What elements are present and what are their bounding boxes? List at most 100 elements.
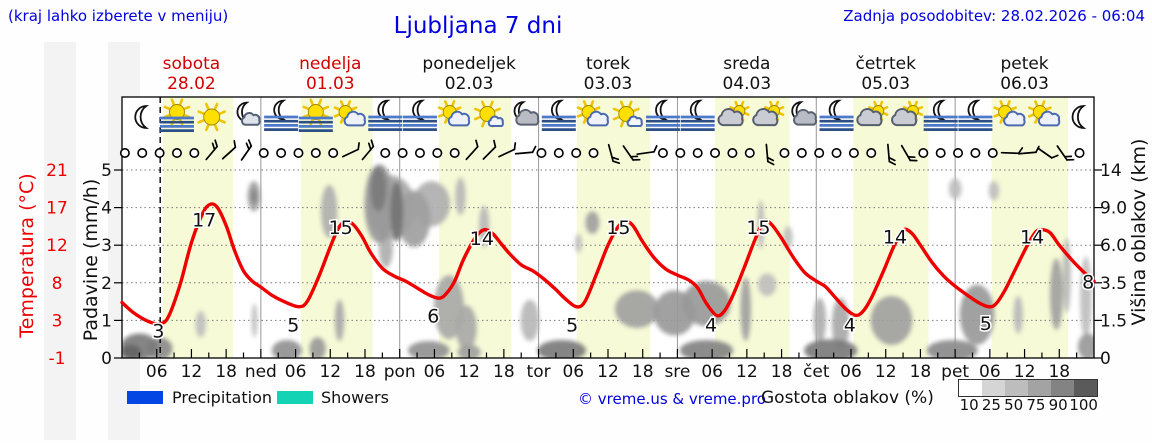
day-name: petek: [1000, 54, 1049, 74]
weather-icon-moon-graycloud: [791, 101, 818, 126]
wind-calm-icon: [328, 148, 339, 158]
svg-text:06: 06: [701, 362, 723, 382]
legend-row: Precipitation Showers: [0, 388, 1152, 410]
wind-barb-icon: [240, 139, 253, 161]
day-date: 28.02: [167, 74, 216, 94]
cloud-density-blobs: [122, 164, 1094, 358]
day-header-torek: torek 03.03: [523, 54, 693, 94]
density-tick-label: 25: [981, 396, 1001, 414]
wind-calm-icon: [796, 148, 807, 158]
wind-calm-icon: [276, 148, 287, 158]
svg-text:tor: tor: [527, 362, 551, 382]
x-axis-tick-labels: 06 12 18 ned 06 12 18 pon 06 12 18 tor 06 12 18 sre 06 12…: [146, 362, 1070, 382]
svg-text:12: 12: [458, 362, 480, 382]
day-name: ponedeljek: [422, 54, 516, 74]
density-tick-label: 90: [1048, 396, 1068, 414]
svg-text:8: 8: [52, 274, 63, 294]
density-tick-label: 75: [1026, 396, 1046, 414]
weather-icon-sun: [197, 102, 226, 132]
weather-icon-fog-sun: [298, 98, 333, 132]
precipitation-tick-labels: 5 4 3 2 1 0: [101, 161, 112, 369]
wind-barb-icon: [765, 143, 775, 166]
weather-icon-moon: [134, 105, 150, 129]
day-header-ponedeljek: ponedeljek 02.03: [384, 54, 554, 94]
wind-barb-icon: [482, 139, 497, 160]
density-scale-segment: [1074, 380, 1097, 396]
svg-text:06: 06: [979, 362, 1001, 382]
weather-icon-sun-smallcloud: [612, 100, 643, 128]
svg-text:06: 06: [562, 362, 584, 382]
day-date: 02.03: [444, 74, 494, 94]
density-scale-segment: [982, 380, 1005, 396]
density-tick-label: 50: [1004, 396, 1024, 414]
svg-text:pon: pon: [384, 362, 416, 382]
day-date: 01.03: [305, 74, 355, 94]
day-name: sobota: [162, 54, 221, 74]
wind-barb-icon: [205, 139, 218, 161]
weather-icon-cloud-sun: [856, 100, 889, 127]
weather-icon-cloud-sun: [752, 100, 785, 127]
weather-icon-moon-graycloud: [513, 101, 540, 126]
wind-calm-icon: [258, 148, 269, 158]
svg-text:0: 0: [101, 349, 112, 369]
density-scale-segment: [959, 380, 982, 396]
cloud-density-ticks: 10 25 50 75 90 100: [958, 396, 1098, 414]
wind-calm-icon: [414, 148, 425, 158]
wind-calm-icon: [449, 148, 460, 158]
weather-icon-moon: [1071, 105, 1087, 129]
wind-calm-icon: [692, 148, 703, 158]
cloud-height-tick-labels: 14 9.0 6.0 3.5 1.5 0: [1100, 161, 1127, 369]
svg-text:4: 4: [705, 315, 717, 337]
axis-ticks: [114, 169, 1102, 359]
wind-calm-icon: [918, 148, 929, 158]
svg-text:17: 17: [192, 209, 216, 231]
wind-calm-icon: [710, 148, 721, 158]
svg-text:06: 06: [840, 362, 862, 382]
wind-calm-icon: [293, 148, 304, 158]
wind-calm-icon: [675, 148, 686, 158]
density-scale-segment: [1051, 380, 1074, 396]
svg-text:12: 12: [875, 362, 897, 382]
weather-icon-moon-fog: [402, 99, 437, 131]
wind-barb-icon: [900, 144, 918, 162]
svg-text:3: 3: [152, 320, 164, 342]
svg-text:ned: ned: [245, 362, 277, 382]
wind-calm-icon: [432, 148, 443, 158]
weather-icon-fog-sun: [159, 98, 194, 132]
svg-text:14: 14: [1100, 161, 1122, 181]
weather-icon-cloud-sun: [717, 100, 750, 127]
wind-barb-icon: [498, 142, 517, 158]
copyright-link[interactable]: © vreme.us & vreme.pro: [578, 390, 766, 408]
weather-icon-sun-cloud: [576, 100, 610, 127]
weather-icon-sun-cloud: [993, 100, 1026, 127]
svg-text:06: 06: [146, 362, 168, 382]
day-header-petek: petek 06.03: [940, 54, 1110, 94]
svg-text:14: 14: [1020, 226, 1044, 248]
day-date: 04.03: [722, 74, 772, 94]
page-title: Ljubljana 7 dni: [393, 13, 563, 39]
temperature-tick-labels: 21 17 12 8 3 -1: [46, 161, 68, 369]
weather-icon-cloud-sun: [891, 100, 924, 127]
cloud-density-scale: [958, 379, 1098, 397]
wind-calm-icon: [970, 148, 981, 158]
wind-barb-icon: [361, 139, 375, 161]
day-name: četrtek: [855, 54, 916, 74]
cloud-density-label: Gostota oblakov (%): [761, 388, 934, 408]
svg-text:4: 4: [844, 315, 856, 337]
wind-calm-icon: [831, 148, 842, 158]
gridlines: [122, 169, 1094, 321]
weather-icon-moon-fog: [819, 99, 854, 131]
wind-calm-icon: [657, 148, 668, 158]
weather-icon-moon-fog: [923, 99, 958, 131]
wind-barb-icon: [607, 143, 621, 165]
svg-text:21: 21: [46, 161, 68, 181]
wind-calm-icon: [727, 148, 738, 158]
precipitation-swatch: [127, 391, 163, 404]
wind-barb-icon: [465, 139, 479, 161]
day-header-nedelja: nedelja 01.03: [245, 54, 415, 94]
svg-text:18: 18: [1048, 362, 1070, 382]
day-header-sreda: sreda 04.03: [662, 54, 832, 94]
svg-text:sre: sre: [664, 362, 690, 382]
weather-icon-sun-cloud: [333, 100, 367, 127]
wind-calm-icon: [189, 148, 200, 158]
